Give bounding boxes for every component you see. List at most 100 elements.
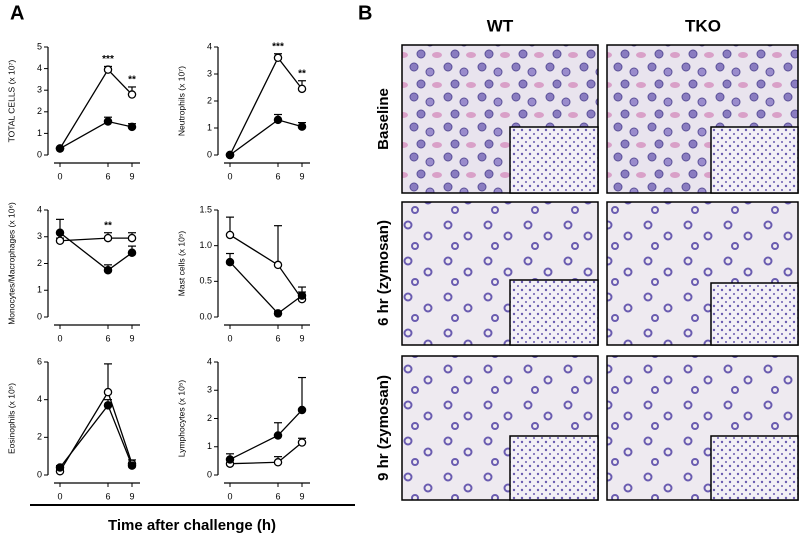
marker [225,150,235,160]
y-tick-label: 3 [207,68,212,78]
series-line [229,56,303,156]
y-tick-label: 2 [37,106,42,116]
series-line [59,120,133,150]
x-axis-title: Time after challenge (h) [108,517,276,534]
marker [225,455,235,464]
marker [273,431,283,440]
marker [297,84,307,94]
x-tick-label: 9 [129,491,134,501]
series-line [229,261,303,315]
series-line [229,442,303,465]
y-axis-label: Mast cells (x 10⁵) [176,231,186,297]
marker [297,291,307,300]
x-tick-label: 6 [105,491,110,501]
y-tick-label: 4 [37,204,42,214]
inset [509,279,599,346]
x-tick-label: 9 [129,333,134,343]
marker [103,401,113,410]
y-tick-label: 1 [207,441,212,451]
series-line [59,390,133,472]
y-tick-label: 2 [207,413,212,423]
y-tick-label: 2 [207,95,212,105]
x-tick-label: 0 [227,333,232,343]
y-axis-label: Monocytes/Macrophages (x 10⁶) [6,202,16,325]
inset [710,435,799,501]
y-tick-label: 3 [37,85,42,95]
y-tick-label: 4 [37,63,42,73]
inset [710,126,799,194]
x-tick-label: 0 [57,171,62,181]
y-tick-label: 0.5 [199,276,212,286]
y-tick-label: 1.5 [199,204,212,214]
inset [710,282,799,346]
x-tick-label: 9 [299,491,304,501]
marker [297,405,307,415]
marker [55,463,65,472]
y-axis-label: TOTAL CELLS (x 10⁷) [6,59,16,142]
significance: ** [104,220,112,231]
row-label: Baseline [375,88,392,150]
y-tick-label: 0 [37,469,42,479]
marker [127,233,137,243]
y-tick-label: 4 [207,356,212,366]
y-tick-label: 1 [207,122,212,132]
significance: *** [272,41,284,52]
x-tick-label: 0 [227,171,232,181]
marker [297,122,307,131]
column-label: WT [487,16,514,35]
marker [127,122,137,132]
row-label: 6 hr (zymosan) [375,220,392,326]
x-tick-label: 0 [57,333,62,343]
inset [509,435,599,501]
row-label: 9 hr (zymosan) [375,375,392,481]
marker [103,117,113,126]
marker [273,260,283,270]
inset [509,126,599,194]
panel-label: B [358,2,372,24]
x-tick-label: 9 [299,171,304,181]
marker [273,458,283,467]
significance: *** [102,54,114,65]
series-line [59,68,133,149]
y-tick-label: 6 [37,356,42,366]
significance: ** [128,75,136,86]
micrographs [401,44,799,501]
y-tick-label: 1 [37,128,42,138]
y-tick-label: 1 [37,285,42,295]
x-tick-label: 6 [275,333,280,343]
y-tick-label: 2 [37,258,42,268]
y-tick-label: 0 [37,149,42,159]
marker [127,90,137,99]
x-tick-label: 6 [105,333,110,343]
panel-label: A [10,2,24,24]
y-tick-label: 4 [37,394,42,404]
series-line [59,404,133,468]
x-tick-label: 0 [57,491,62,501]
marker [273,115,283,125]
y-axis-label: Neutrophils (x 10⁷) [176,66,186,136]
y-tick-label: 3 [37,231,42,241]
series-line [229,234,303,300]
marker [297,438,307,447]
y-axis-label: Eosinophils (x 10⁵) [6,383,16,454]
column-label: TKO [685,16,721,35]
x-tick-label: 9 [299,333,304,343]
marker [103,387,113,397]
marker [103,265,113,275]
y-tick-label: 3 [207,385,212,395]
marker [103,65,113,74]
y-tick-label: 5 [37,41,42,51]
x-tick-label: 0 [227,491,232,501]
y-tick-label: 4 [207,41,212,51]
y-tick-label: 0 [207,149,212,159]
series-line [229,119,303,156]
y-axis-label: Lymphocytes (x 10⁵) [176,380,186,458]
marker [127,248,137,258]
y-tick-label: 0 [37,311,42,321]
marker [55,228,65,237]
marker [273,309,283,318]
marker [55,236,65,246]
x-tick-label: 6 [105,171,110,181]
